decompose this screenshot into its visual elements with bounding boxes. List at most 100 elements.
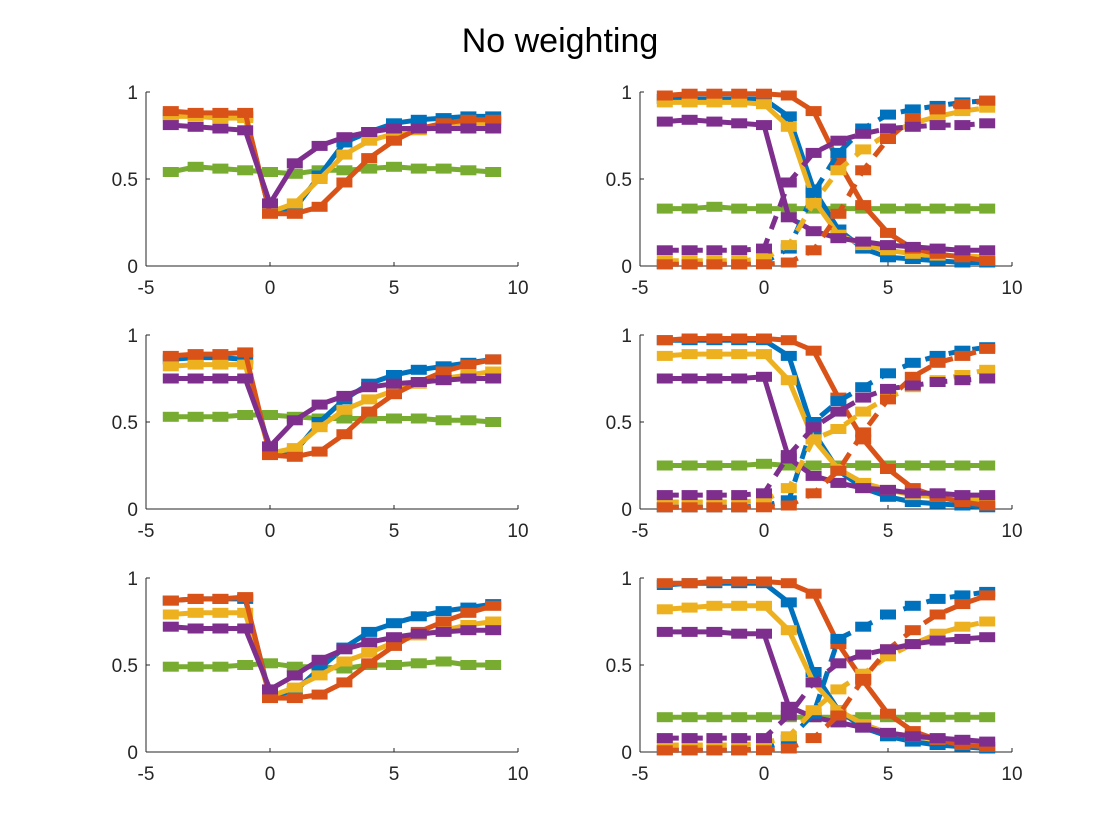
data-point — [880, 109, 896, 120]
data-point — [187, 349, 204, 360]
x-tick-label: 0 — [759, 278, 770, 299]
data-point — [336, 149, 353, 160]
data-point — [929, 357, 946, 368]
data-point — [286, 451, 303, 462]
data-point — [979, 203, 996, 214]
data-point — [830, 203, 847, 214]
data-point — [805, 226, 822, 237]
data-point — [681, 602, 698, 613]
data-point — [979, 364, 996, 375]
data-point — [460, 602, 477, 613]
data-point — [410, 413, 427, 424]
data-point — [361, 127, 378, 137]
x-tick-label: -5 — [632, 521, 649, 542]
data-point — [311, 417, 328, 427]
data-point — [756, 333, 772, 344]
data-point — [731, 740, 748, 750]
data-point — [756, 712, 772, 723]
data-point — [681, 373, 698, 384]
data-point — [656, 626, 673, 637]
data-point — [756, 254, 772, 264]
data-point — [286, 693, 303, 704]
data-point — [187, 593, 204, 604]
data-point — [311, 201, 328, 212]
data-point — [386, 632, 402, 643]
data-point — [855, 392, 872, 403]
data-point — [929, 712, 946, 723]
data-point — [162, 111, 179, 122]
data-point — [954, 460, 971, 471]
data-point — [435, 118, 452, 129]
y-tick-label: 0 — [621, 743, 632, 764]
x-tick-label: 10 — [1001, 278, 1022, 299]
data-point — [386, 161, 402, 172]
data-point — [162, 361, 179, 372]
data-point — [212, 359, 229, 370]
data-point — [212, 107, 229, 118]
data-point — [979, 741, 996, 752]
x-tick-label: 10 — [507, 521, 528, 542]
y-tick-label: 0.5 — [112, 656, 138, 677]
data-point — [410, 377, 427, 387]
data-point — [485, 625, 502, 636]
y-tick-label: 1 — [127, 83, 138, 104]
data-point — [880, 394, 896, 405]
data-point — [830, 477, 847, 488]
data-point — [681, 740, 698, 750]
data-point — [830, 639, 847, 650]
x-tick-label: 10 — [1001, 764, 1022, 785]
data-point — [731, 600, 748, 611]
data-point — [706, 88, 723, 99]
data-point — [954, 621, 971, 632]
data-point — [681, 578, 698, 589]
data-point — [929, 104, 946, 115]
data-point — [706, 497, 723, 507]
data-point — [286, 198, 303, 209]
data-point — [706, 626, 723, 637]
data-point — [656, 604, 673, 615]
data-point — [979, 712, 996, 723]
data-point — [929, 120, 946, 131]
data-point — [681, 245, 698, 256]
data-point — [656, 335, 673, 346]
data-point — [336, 656, 353, 667]
data-point — [979, 736, 996, 747]
data-point — [780, 500, 797, 511]
data-point — [656, 203, 673, 214]
data-point — [656, 490, 673, 501]
data-point — [756, 495, 772, 506]
y-tick-label: 0 — [127, 257, 138, 278]
data-point — [979, 616, 996, 627]
data-point — [805, 470, 822, 481]
data-point — [212, 607, 229, 618]
data-point — [336, 644, 353, 655]
data-point — [435, 626, 452, 637]
data-point — [756, 243, 772, 254]
data-point — [731, 497, 748, 507]
data-point — [706, 97, 723, 108]
data-point — [855, 382, 872, 393]
data-point — [435, 123, 452, 134]
series-orange-dashed — [656, 343, 996, 513]
data-point — [187, 121, 204, 132]
data-point — [286, 203, 303, 214]
data-point — [485, 366, 502, 377]
data-point — [954, 245, 971, 256]
data-point — [731, 259, 748, 270]
data-point — [954, 633, 971, 644]
data-point — [979, 245, 996, 256]
data-point — [386, 618, 402, 629]
data-point — [904, 357, 921, 368]
data-point — [336, 429, 353, 440]
data-point — [706, 712, 723, 723]
data-point — [855, 483, 872, 494]
data-point — [681, 349, 698, 360]
data-point — [386, 118, 402, 129]
data-point — [904, 488, 921, 499]
data-point — [706, 740, 723, 750]
data-point — [904, 241, 921, 252]
data-point — [805, 733, 822, 744]
